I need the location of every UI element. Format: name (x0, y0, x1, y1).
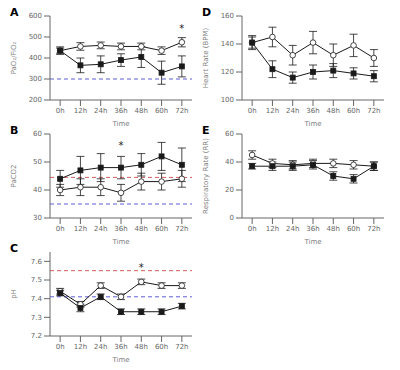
svg-text:48h: 48h (327, 225, 340, 233)
svg-text:12h: 12h (74, 343, 87, 351)
svg-text:50: 50 (33, 158, 42, 166)
svg-text:Time: Time (303, 238, 321, 244)
svg-text:600: 600 (29, 12, 42, 20)
svg-text:60: 60 (225, 130, 234, 138)
svg-text:0h: 0h (248, 107, 257, 115)
svg-text:400: 400 (29, 54, 42, 62)
svg-text:200: 200 (29, 96, 42, 104)
svg-text:7.2: 7.2 (31, 332, 42, 340)
svg-text:Respiratory Rate (RR): Respiratory Rate (RR) (202, 138, 210, 214)
svg-text:7.3: 7.3 (31, 314, 42, 322)
svg-text:60h: 60h (347, 107, 360, 115)
html-text:C: C (10, 242, 19, 255)
svg-text:24h: 24h (94, 107, 107, 115)
svg-text:100: 100 (221, 96, 234, 104)
svg-text:Time: Time (111, 356, 129, 362)
svg-text:36h: 36h (306, 225, 319, 233)
svg-text:0: 0 (230, 214, 234, 222)
html-text:B: B (10, 124, 19, 137)
svg-text:0h: 0h (56, 225, 65, 233)
svg-text:48h: 48h (135, 225, 148, 233)
svg-text:40: 40 (33, 186, 42, 194)
svg-text:60h: 60h (155, 107, 168, 115)
svg-text:0h: 0h (248, 225, 257, 233)
svg-text:72h: 72h (367, 225, 380, 233)
svg-text:60: 60 (33, 130, 42, 138)
svg-text:0h: 0h (56, 343, 65, 351)
svg-text:PaCO2: PaCO2 (10, 164, 18, 187)
svg-text:36h: 36h (114, 225, 127, 233)
svg-text:72h: 72h (175, 343, 188, 351)
svg-text:36h: 36h (114, 107, 127, 115)
svg-text:48h: 48h (327, 107, 340, 115)
svg-text:Time: Time (303, 120, 321, 126)
svg-text:40: 40 (225, 158, 234, 166)
svg-text:60h: 60h (155, 343, 168, 351)
svg-text:48h: 48h (135, 107, 148, 115)
svg-text:36h: 36h (114, 343, 127, 351)
svg-text:*: * (179, 23, 184, 34)
svg-text:12h: 12h (74, 107, 87, 115)
svg-text:24h: 24h (286, 107, 299, 115)
svg-text:72h: 72h (175, 225, 188, 233)
svg-text:12h: 12h (266, 107, 279, 115)
svg-text:120: 120 (221, 68, 234, 76)
svg-text:36h: 36h (306, 107, 319, 115)
svg-text:72h: 72h (367, 107, 380, 115)
svg-text:300: 300 (29, 75, 42, 83)
svg-text:*: * (139, 262, 144, 273)
svg-text:160: 160 (221, 12, 234, 20)
svg-text:24h: 24h (94, 225, 107, 233)
svg-text:Time: Time (111, 120, 129, 126)
svg-text:*: * (119, 140, 124, 151)
svg-text:pH: pH (10, 289, 18, 299)
svg-text:Time: Time (111, 238, 129, 244)
svg-text:500: 500 (29, 33, 42, 41)
html-text:E: E (202, 124, 210, 137)
svg-text:30: 30 (33, 214, 42, 222)
svg-text:7.6: 7.6 (31, 258, 43, 266)
svg-text:60h: 60h (347, 225, 360, 233)
svg-text:72h: 72h (175, 107, 188, 115)
svg-text:Heart Rate (BPM): Heart Rate (BPM) (202, 27, 210, 88)
svg-text:7.5: 7.5 (31, 276, 42, 284)
svg-text:12h: 12h (266, 225, 279, 233)
html-text:D: D (202, 6, 212, 19)
svg-text:24h: 24h (94, 343, 107, 351)
html-text:A: A (10, 6, 19, 19)
svg-text:20: 20 (225, 186, 234, 194)
svg-text:60h: 60h (155, 225, 168, 233)
svg-text:PaO₂/FiO₂: PaO₂/FiO₂ (10, 41, 18, 74)
svg-text:140: 140 (221, 40, 234, 48)
svg-text:12h: 12h (74, 225, 87, 233)
svg-text:7.4: 7.4 (31, 295, 43, 303)
svg-text:48h: 48h (135, 343, 148, 351)
svg-text:24h: 24h (286, 225, 299, 233)
svg-text:0h: 0h (56, 107, 65, 115)
